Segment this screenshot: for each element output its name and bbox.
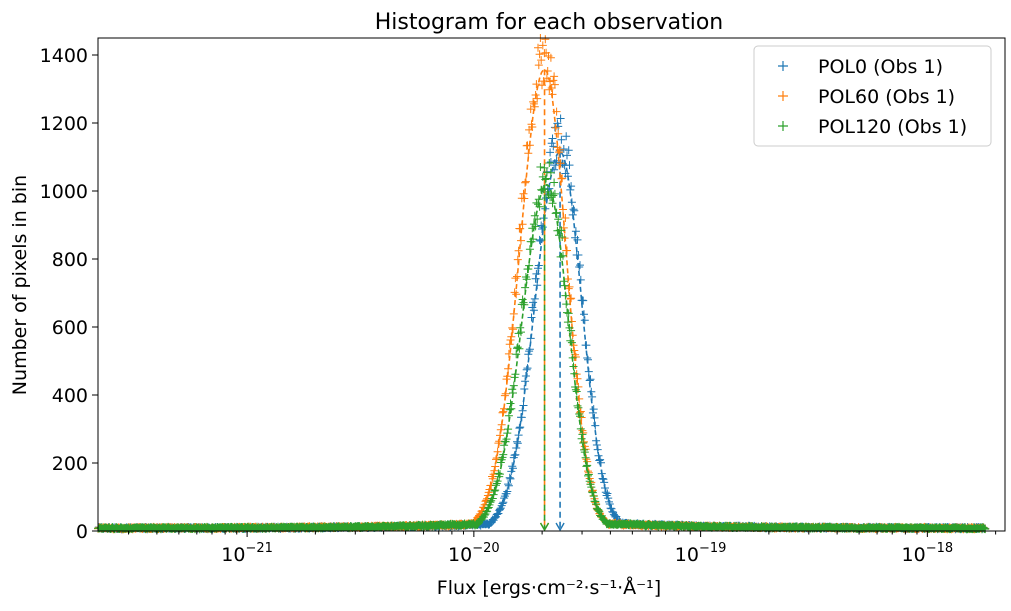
legend-box <box>753 45 992 147</box>
legend-marker <box>778 61 788 71</box>
y-tick-label: 400 <box>52 385 88 407</box>
plot-frame <box>97 37 1006 532</box>
y-axis-ticks: 0 200 400 600 800 1000 1200 1400 <box>40 45 98 543</box>
legend-marker <box>778 91 788 101</box>
series-2 <box>94 159 990 534</box>
x-axis-ticks: 10−21 10−20 10−19 10−18 <box>128 531 997 566</box>
y-tick-label: 1000 <box>40 181 88 203</box>
y-tick-label: 600 <box>52 317 88 339</box>
chart-title: Histogram for each observation <box>375 10 724 35</box>
median-arrow <box>539 522 550 532</box>
x-tick-label: 10−21 <box>221 541 273 566</box>
y-tick-label: 800 <box>52 249 88 271</box>
y-tick-label: 1200 <box>40 113 88 135</box>
series-markers <box>94 159 990 534</box>
x-axis-label: Flux [ergs·cm⁻²·s⁻¹·Å⁻¹] <box>437 576 661 599</box>
y-tick-label: 200 <box>52 453 88 475</box>
x-tick-label: 10−19 <box>675 541 727 566</box>
x-tick-label: 10−20 <box>448 541 500 566</box>
y-tick-label: 0 <box>76 521 88 543</box>
legend-label: POL0 (Obs 1) <box>818 56 943 78</box>
x-tick-label: 10−18 <box>902 541 954 566</box>
legend-label: POL60 (Obs 1) <box>818 86 955 108</box>
y-tick-label: 1400 <box>40 45 88 67</box>
plot-marks <box>94 34 990 534</box>
legend-label: POL120 (Obs 1) <box>818 116 967 138</box>
y-axis-label: Number of pixels in bin <box>9 175 31 395</box>
legend-marker <box>778 121 788 131</box>
median-arrow <box>555 522 565 532</box>
series-fit-line <box>98 183 986 529</box>
legend: POL0 (Obs 1) POL60 (Obs 1) POL120 (Obs 1) <box>753 45 992 147</box>
